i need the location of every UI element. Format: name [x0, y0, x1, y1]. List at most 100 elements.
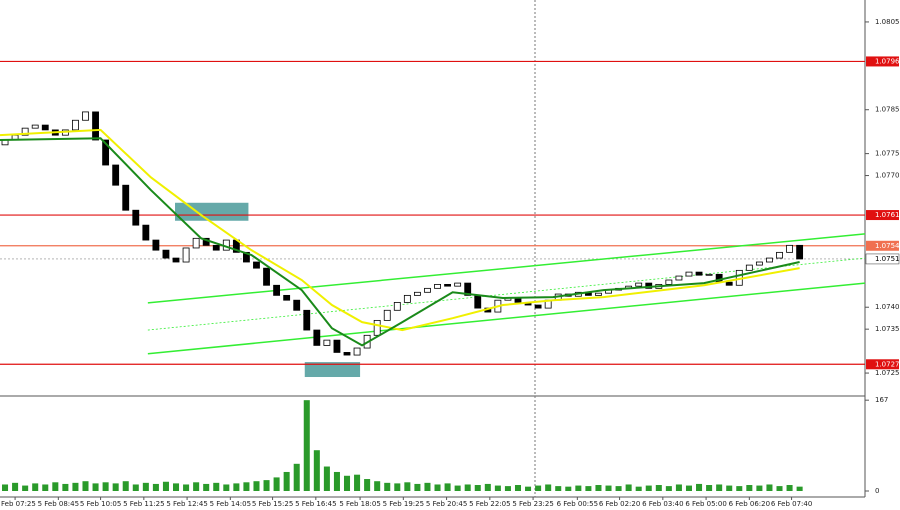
- x-tick-label: 5 Feb 22:05: [469, 500, 510, 508]
- volume-bar: [796, 486, 803, 491]
- price-level-tag: [866, 359, 899, 370]
- y-tick-label: 1.0740: [875, 303, 900, 311]
- volume-tick-label: 0: [875, 487, 879, 495]
- price-level-label: 1.0727: [875, 360, 900, 368]
- volume-bar: [766, 484, 773, 491]
- candle: [72, 119, 79, 131]
- volume-bar: [12, 482, 19, 491]
- y-tick-label: 1.0735: [875, 325, 900, 333]
- volume-bar: [605, 485, 612, 491]
- volume-bar: [42, 484, 49, 491]
- x-tick-label: 6 Feb 07:40: [771, 500, 812, 508]
- volume-bar: [565, 486, 572, 491]
- x-tick-label: 5 Feb 19:25: [383, 500, 424, 508]
- volume-bar: [2, 484, 9, 491]
- x-tick-label: 5 Feb 14:05: [210, 500, 251, 508]
- y-tick-label: 1.0785: [875, 106, 900, 114]
- y-tick-label: 1.0770: [875, 172, 900, 180]
- volume-bar: [142, 482, 149, 491]
- candle: [434, 283, 441, 289]
- volume-bar: [313, 450, 320, 491]
- candle: [695, 271, 703, 276]
- volume-bar: [243, 482, 250, 491]
- volume-tick-label: 167: [875, 396, 888, 404]
- volume-bar: [494, 485, 501, 491]
- price-level-tag: [866, 56, 899, 67]
- volume-bar: [404, 482, 411, 491]
- candle: [152, 239, 160, 251]
- trendline: [147, 257, 866, 331]
- volume-bar: [444, 483, 451, 491]
- candle: [534, 304, 542, 309]
- x-tick-label: 5 Feb 18:05: [339, 500, 380, 508]
- volume-bar: [696, 483, 703, 491]
- candle: [82, 111, 89, 121]
- candle: [283, 294, 291, 301]
- volume-bar: [615, 486, 622, 491]
- candle: [373, 319, 381, 336]
- volume-bar: [22, 485, 29, 491]
- volume-bar: [253, 481, 260, 491]
- y-tick-label: 1.0725: [875, 369, 900, 377]
- candle: [383, 309, 391, 321]
- volume-bar: [374, 481, 381, 491]
- x-tick-label: 5 Feb 15:25: [252, 500, 293, 508]
- volume-bar: [223, 484, 230, 491]
- price-level-tag: [865, 253, 900, 265]
- volume-bar: [635, 486, 642, 491]
- candle: [172, 257, 180, 263]
- candle: [343, 352, 351, 356]
- volume-bar: [726, 485, 733, 491]
- x-tick-label: 5 Feb 07:25: [0, 500, 36, 508]
- candle: [112, 164, 120, 186]
- volume-bar: [454, 485, 461, 491]
- x-tick-label: 6 Feb 03:40: [642, 500, 683, 508]
- candle: [253, 261, 260, 269]
- candle: [645, 282, 653, 289]
- candle: [263, 267, 270, 286]
- volume-bar: [183, 484, 190, 491]
- volume-bar: [162, 481, 169, 491]
- volume-bar: [575, 485, 582, 491]
- volume-bar: [132, 484, 139, 491]
- volume-bar: [233, 483, 240, 491]
- volume-bar: [585, 486, 592, 491]
- volume-bar: [112, 483, 119, 491]
- candle: [182, 247, 190, 263]
- candle: [474, 294, 482, 309]
- volume-bar: [343, 475, 351, 491]
- volume-bar: [484, 483, 491, 491]
- volume-bar: [786, 485, 793, 491]
- candle: [665, 279, 673, 285]
- volume-bar: [776, 486, 783, 491]
- candle: [705, 273, 713, 276]
- volume-bar: [92, 483, 99, 491]
- x-tick-label: 6 Feb 05:00: [685, 500, 726, 508]
- candle: [102, 139, 110, 166]
- moving-average: [0, 128, 800, 332]
- x-tick-label: 6 Feb 06:20: [729, 500, 770, 508]
- volume-bar: [52, 482, 59, 491]
- volume-bar: [384, 482, 391, 491]
- volume-bar: [283, 471, 290, 491]
- candle: [776, 251, 783, 259]
- volume-bar: [525, 486, 532, 491]
- price-level-label: 1.0796: [875, 57, 900, 65]
- volume-bar: [213, 482, 220, 491]
- volume-bar: [746, 485, 753, 491]
- candle: [464, 282, 472, 296]
- candle: [313, 329, 321, 346]
- candle: [685, 271, 693, 277]
- candle: [162, 249, 170, 259]
- volume-bar: [675, 484, 682, 491]
- candle: [212, 244, 220, 251]
- volume-bar: [414, 483, 421, 491]
- candle: [413, 291, 421, 296]
- trendline: [147, 233, 866, 304]
- volume-bar: [323, 466, 330, 491]
- candle: [725, 281, 733, 286]
- candle: [293, 299, 301, 311]
- volume-bar: [756, 485, 763, 491]
- volume-bar: [545, 484, 552, 491]
